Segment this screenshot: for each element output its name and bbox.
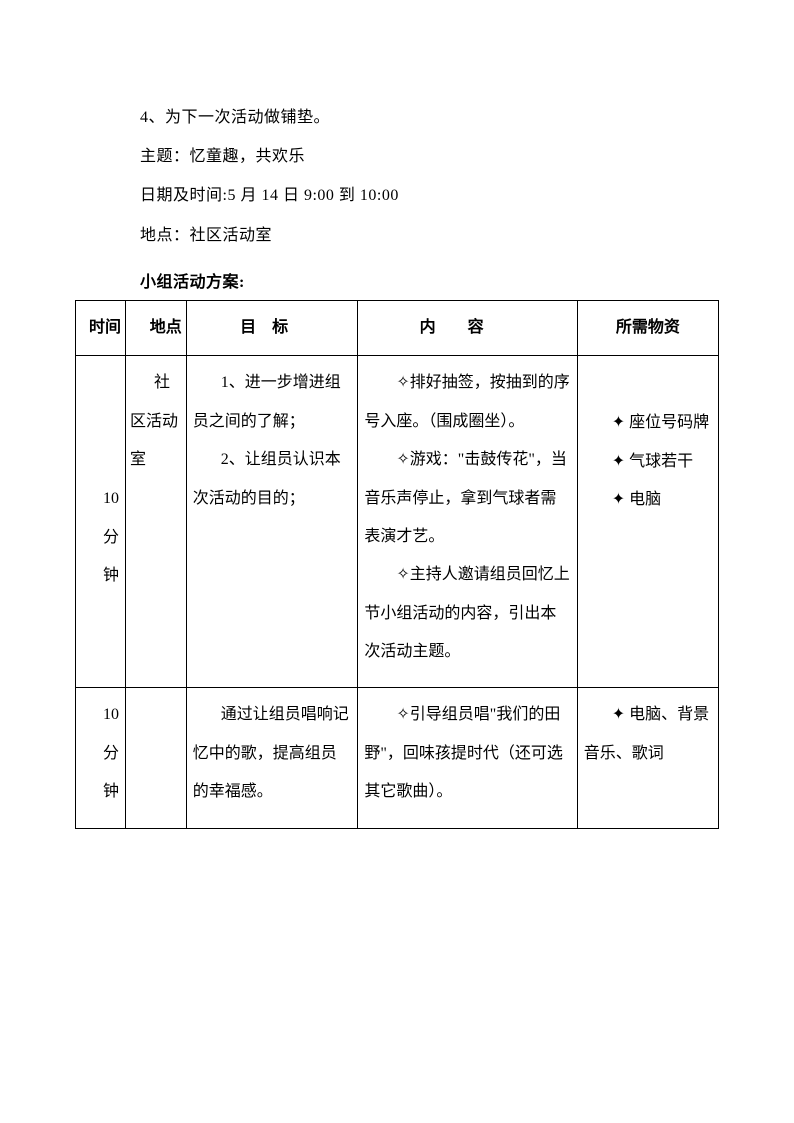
cell-resource-2: ✦ 电脑、背景音乐、歌词 xyxy=(577,688,718,828)
time-text: 10 xyxy=(80,696,119,734)
content-item: ✧游戏："击鼓传花"，当音乐声停止，拿到气球者需表演才艺。 xyxy=(364,441,570,556)
content-item: ✧主持人邀请组员回忆上节小组活动的内容，引出本次活动主题。 xyxy=(364,556,570,671)
cell-goal-2: 通过让组员唱响记忆中的歌，提高组员的幸福感。 xyxy=(186,688,358,828)
table-row: 10 分 钟 通过让组员唱响记忆中的歌，提高组员的幸福感。 ✧引导组员唱"我们的… xyxy=(76,688,719,828)
content-item: ✧引导组员唱"我们的田野"，回味孩提时代（还可选其它歌曲）。 xyxy=(364,696,570,811)
table-row: 10 分 钟 社区活动室 1、进一步增进组员之间的了解； 2、让组员认识本次活动… xyxy=(76,356,719,688)
cell-content-1: ✧排好抽签，按抽到的序号入座。（围成圈坐）。 ✧游戏："击鼓传花"，当音乐声停止… xyxy=(358,356,577,688)
cell-time-2: 10 分 钟 xyxy=(76,688,126,828)
cell-goal-1: 1、进一步增进组员之间的了解； 2、让组员认识本次活动的目的； xyxy=(186,356,358,688)
resource-item: ✦ 座位号码牌 xyxy=(584,404,712,442)
time-text: 钟 xyxy=(80,557,119,595)
place-text: 社区活动室 xyxy=(130,364,182,479)
content-item: ✧排好抽签，按抽到的序号入座。（围成圈坐）。 xyxy=(364,364,570,441)
cell-place-2 xyxy=(125,688,186,828)
intro-line-4: 地点：社区活动室 xyxy=(140,218,719,253)
intro-section: 4、为下一次活动做铺垫。 主题：忆童趣，共欢乐 日期及时间:5 月 14 日 9… xyxy=(75,100,719,253)
time-text: 钟 xyxy=(80,773,119,811)
resource-item: ✦ 电脑 xyxy=(584,481,712,519)
cell-time-1: 10 分 钟 xyxy=(76,356,126,688)
header-resource: 所需物资 xyxy=(577,300,718,355)
intro-line-3: 日期及时间:5 月 14 日 9:00 到 10:00 xyxy=(140,178,719,213)
goal-item: 2、让组员认识本次活动的目的； xyxy=(193,441,352,518)
header-content: 内容 xyxy=(358,300,577,355)
goal-item: 通过让组员唱响记忆中的歌，提高组员的幸福感。 xyxy=(193,696,352,811)
time-text: 分 xyxy=(80,735,119,773)
resource-item: ✦ 气球若干 xyxy=(584,443,712,481)
table-header-row: 时间 地点 目标 内容 所需物资 xyxy=(76,300,719,355)
cell-resource-1: ✦ 座位号码牌 ✦ 气球若干 ✦ 电脑 xyxy=(577,356,718,688)
header-goal: 目标 xyxy=(186,300,358,355)
time-text: 10 xyxy=(80,480,119,518)
resource-item: ✦ 电脑、背景音乐、歌词 xyxy=(584,696,712,773)
time-text: 分 xyxy=(80,519,119,557)
cell-place-1: 社区活动室 xyxy=(125,356,186,688)
section-title: 小组活动方案: xyxy=(75,265,719,300)
header-place: 地点 xyxy=(125,300,186,355)
cell-content-2: ✧引导组员唱"我们的田野"，回味孩提时代（还可选其它歌曲）。 xyxy=(358,688,577,828)
activity-plan-table: 时间 地点 目标 内容 所需物资 10 分 钟 社区活动室 1、进一步增进组员之… xyxy=(75,300,719,829)
goal-item: 1、进一步增进组员之间的了解； xyxy=(193,364,352,441)
intro-line-1: 4、为下一次活动做铺垫。 xyxy=(140,100,719,135)
header-time: 时间 xyxy=(76,300,126,355)
intro-line-2: 主题：忆童趣，共欢乐 xyxy=(140,139,719,174)
